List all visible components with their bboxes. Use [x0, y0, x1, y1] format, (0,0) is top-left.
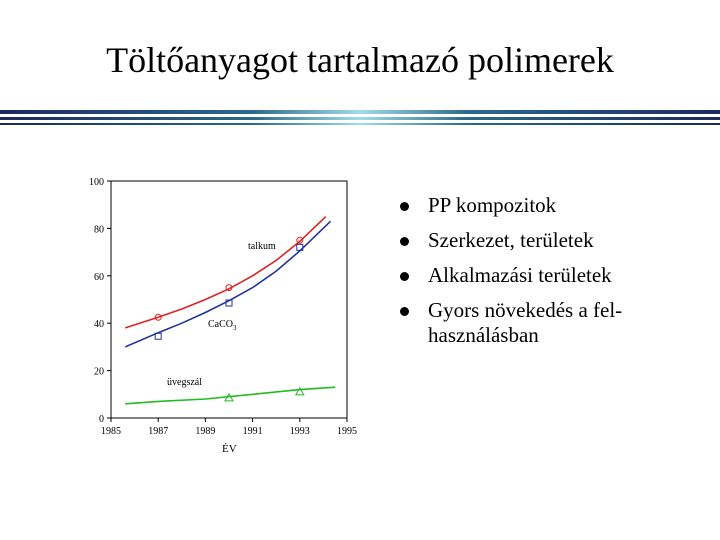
bullet-dot-icon — [400, 202, 409, 211]
caco3-base: CaCO — [208, 319, 233, 330]
y-tick-label: 100 — [89, 177, 104, 188]
chart: 0 20 40 60 80 100 1985 1987 1989 1991 1993 1995 ta… — [60, 170, 370, 460]
series-label-talkum: talkum — [248, 241, 276, 252]
series-line-2 — [125, 386, 336, 405]
x-tick-label: 1995 — [337, 426, 357, 437]
bullet-item: Szerkezet, területek — [400, 228, 710, 253]
data-point-circle — [154, 313, 162, 321]
bullet-list: PP kompozitok Szerkezet, területek Alkal… — [400, 193, 710, 358]
y-tick-label: 80 — [94, 224, 104, 235]
series-label-uvegszal: üvegszál — [167, 377, 202, 388]
slide-title: Töltőanyagot tartalmazó polimerek — [106, 40, 614, 80]
data-point-square — [154, 332, 162, 340]
bullet-item: Alkalmazási területek — [400, 263, 710, 288]
data-point-triangle — [224, 392, 234, 402]
x-axis-label: ÉV — [222, 443, 237, 455]
series-line-0 — [124, 216, 327, 329]
data-point-triangle — [294, 386, 305, 396]
x-tick-label: 1989 — [195, 426, 215, 437]
x-tick-label: 1993 — [290, 426, 310, 437]
series-line-1 — [124, 220, 332, 348]
title-divider — [0, 110, 720, 125]
plot-frame — [110, 180, 348, 419]
y-tick-label: 0 — [99, 414, 104, 425]
data-point-square — [296, 243, 304, 251]
data-point-circle — [225, 284, 233, 292]
data-point-circle — [296, 236, 304, 244]
bullet-dot-icon — [400, 272, 409, 281]
y-tick-label: 40 — [94, 319, 104, 330]
x-tick-label: 1987 — [148, 426, 168, 437]
y-tick-label: 20 — [94, 367, 104, 378]
x-tick-label: 1991 — [243, 426, 263, 437]
data-point-square — [225, 299, 233, 307]
caco3-sub: 3 — [233, 324, 237, 332]
bullet-item: Gyors növekedés a fel-használásban — [400, 298, 710, 348]
x-tick-label: 1985 — [101, 426, 121, 437]
chart-svg: 0 20 40 60 80 100 1985 1987 1989 1991 1993 1995 ta… — [89, 177, 357, 455]
y-tick-label: 60 — [94, 272, 104, 283]
series-label-caco3: CaCO3 — [208, 319, 237, 332]
bullet-dot-icon — [400, 237, 409, 246]
bullet-dot-icon — [400, 307, 409, 316]
bullet-item: PP kompozitok — [400, 193, 710, 218]
